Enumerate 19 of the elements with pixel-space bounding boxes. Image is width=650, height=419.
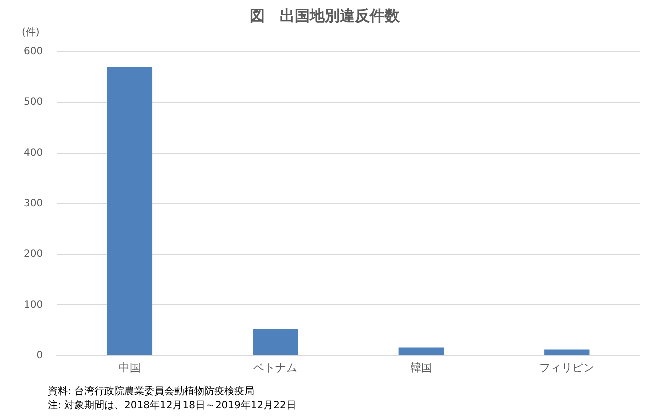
y-tick-label: 600 <box>24 46 44 58</box>
y-tick-label: 500 <box>24 97 44 108</box>
bar <box>544 350 590 356</box>
text: 資料: 台湾行政院農業委員会動植物防疫検疫局 <box>48 386 255 398</box>
x-tick-label: 韓国 <box>410 361 432 374</box>
y-tick-label: 0 <box>36 350 44 362</box>
y-axis-title: (件) <box>22 28 40 39</box>
y-tick-label: 400 <box>24 148 44 159</box>
text: 注: 対象期間は、2018年12月18日～2019年12月22日 <box>48 400 296 412</box>
bar <box>253 328 298 356</box>
y-tick-label: 200 <box>24 249 44 260</box>
x-tick-label: 中国 <box>118 361 141 374</box>
y-tick-label: 100 <box>24 300 44 311</box>
chart-title: 図 出国地別違反件数 <box>250 6 401 25</box>
x-tick-label: フィリピン <box>540 361 595 374</box>
y-tick-label: 300 <box>24 198 44 210</box>
bar <box>107 67 153 356</box>
bar <box>398 348 444 356</box>
x-tick-label: ベトナム <box>254 361 298 374</box>
